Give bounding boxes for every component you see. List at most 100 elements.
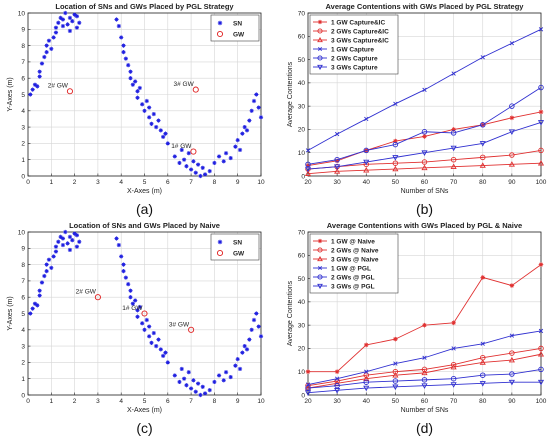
- x-tick-label: 80: [479, 398, 487, 405]
- legend-marker: [317, 238, 323, 244]
- data-point: [451, 71, 456, 76]
- data-point: [480, 122, 486, 128]
- x-tick-label: 70: [450, 179, 458, 186]
- data-point: [305, 148, 311, 153]
- y-tick-label: 40: [298, 80, 306, 87]
- sn-point: [121, 269, 126, 274]
- data-point: [450, 145, 457, 152]
- sn-point: [60, 17, 66, 22]
- y-tick-label: 10: [18, 10, 26, 17]
- y-axis-label: Average Contentions: [287, 280, 294, 346]
- sn-point: [242, 344, 247, 349]
- data-point: [422, 87, 427, 93]
- x-tick-label: 6: [166, 179, 170, 186]
- sn-point: [135, 95, 140, 100]
- data-point: [393, 336, 398, 342]
- legend-marker: [317, 274, 323, 280]
- sn-point: [144, 317, 149, 323]
- x-tick-label: 90: [508, 179, 516, 186]
- y-tick-label: 2: [21, 141, 25, 148]
- legend-marker: [317, 64, 323, 71]
- y-tick-label: 4: [21, 327, 25, 334]
- sn-point: [154, 125, 159, 130]
- data-point: [538, 109, 544, 115]
- series-sn: [28, 10, 264, 179]
- x-tick-label: 5: [143, 398, 147, 405]
- legend-label: 1 GW Capture: [331, 46, 374, 53]
- x-tick-label: 90: [508, 398, 516, 405]
- y-tick-label: 70: [298, 229, 306, 236]
- x-tick-label: 40: [363, 179, 371, 186]
- y-tick-label: 1: [21, 376, 25, 383]
- sn-point: [140, 102, 145, 107]
- legend-label: 1 GW @ PGL: [331, 265, 371, 272]
- gw-point: [190, 148, 197, 155]
- sn-point: [151, 111, 156, 117]
- gw-annotation: 2# GW: [48, 83, 69, 90]
- sn-point: [189, 386, 194, 391]
- sn-point: [147, 334, 152, 339]
- y-tick-label: 5: [21, 92, 25, 99]
- sn-point: [119, 35, 124, 40]
- data-point: [480, 275, 486, 280]
- sn-point: [128, 69, 133, 74]
- legend-marker: [216, 30, 224, 38]
- sn-point: [179, 366, 184, 372]
- legend-box: [309, 233, 399, 294]
- data-point: [537, 159, 545, 166]
- sn-point: [202, 172, 208, 177]
- y-tick-label: 40: [298, 299, 306, 306]
- sn-point: [60, 242, 66, 248]
- sn-point: [70, 238, 75, 243]
- data-point: [334, 164, 341, 170]
- sn-point: [128, 288, 133, 293]
- legend-marker: [317, 283, 323, 290]
- sn-point: [142, 327, 147, 332]
- sn-point: [44, 43, 49, 48]
- gw-point: [94, 294, 101, 301]
- y-tick-label: 9: [21, 246, 25, 253]
- sn-point: [156, 118, 161, 123]
- plot-frame: [307, 12, 542, 177]
- sn-point: [216, 154, 222, 159]
- sn-point: [56, 239, 61, 244]
- panel-caption: (c): [136, 420, 152, 436]
- legend-box: [309, 14, 399, 75]
- x-tick-label: 10: [257, 179, 265, 186]
- y-tick-label: 1: [21, 157, 25, 164]
- y-tick-label: 6: [21, 295, 25, 302]
- x-tick-label: 20: [304, 398, 312, 405]
- gw-annotation: 3# GW: [174, 81, 195, 88]
- x-tick-label: 8: [213, 398, 217, 405]
- data-point: [509, 115, 515, 121]
- gw-annotation: 1# GW: [171, 143, 192, 150]
- y-tick-label: 8: [21, 262, 25, 269]
- data-point: [334, 376, 340, 381]
- data-point: [422, 355, 427, 360]
- sn-point: [70, 19, 75, 24]
- sn-point: [207, 169, 212, 174]
- data-point: [363, 372, 370, 378]
- series-line-3: [305, 27, 544, 153]
- data-point: [392, 160, 399, 166]
- sn-point: [44, 262, 49, 267]
- x-axis-label: X-Axes (m): [127, 188, 162, 195]
- data-point: [364, 369, 369, 374]
- series-sn: [28, 229, 264, 398]
- sn-point: [121, 262, 126, 267]
- x-tick-label: 20: [304, 179, 312, 186]
- sn-point: [244, 128, 250, 133]
- sn-point: [119, 254, 124, 259]
- data-point: [421, 164, 428, 171]
- sn-point: [242, 125, 247, 130]
- y-tick-label: 10: [298, 369, 306, 376]
- sn-point: [200, 384, 205, 389]
- sn-point: [223, 151, 229, 156]
- x-tick-label: 40: [363, 398, 371, 405]
- y-axis-label: Y-Axes (m): [7, 77, 14, 111]
- sn-point: [258, 115, 264, 120]
- data-point: [422, 134, 427, 139]
- y-tick-label: 70: [298, 10, 306, 17]
- x-tick-label: 60: [421, 179, 429, 186]
- data-point: [509, 283, 515, 288]
